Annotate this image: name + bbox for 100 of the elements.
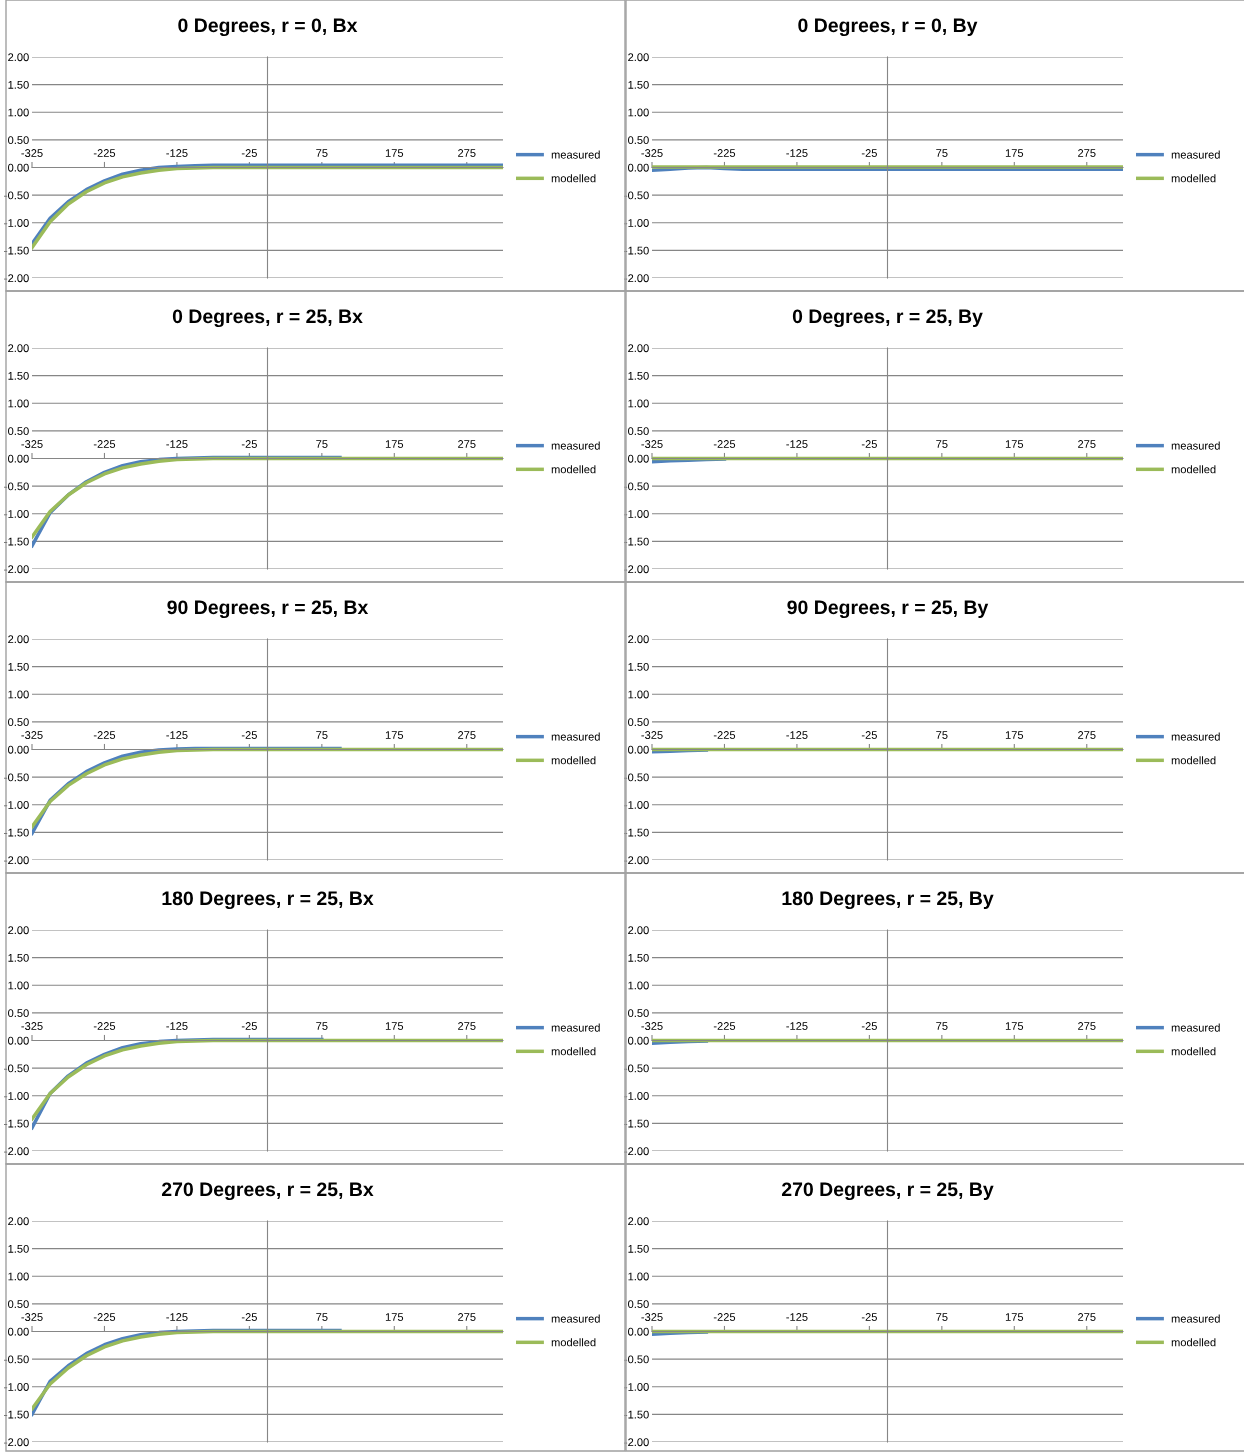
- y-tick-label: -2.00: [624, 274, 649, 283]
- y-tick-label: 0.00: [8, 163, 29, 172]
- y-tick-label: -1.00: [624, 1383, 649, 1391]
- y-tick-label: -1.00: [624, 219, 649, 227]
- legend-label: modelled: [551, 465, 596, 474]
- x-tick-label: 275: [1078, 1022, 1096, 1030]
- y-tick-label: 1.50: [8, 80, 29, 89]
- x-tick-label: 75: [316, 149, 328, 157]
- y-tick-label: 2.00: [628, 635, 649, 644]
- y-tick-label: 1.00: [628, 690, 649, 699]
- legend-label: modelled: [1171, 1338, 1216, 1347]
- x-tick-label: 175: [1005, 1022, 1024, 1030]
- x-tick-label: 175: [1005, 1313, 1024, 1321]
- chart-title: 0 Degrees, r = 25, Bx: [172, 309, 363, 328]
- y-tick-label: 0.00: [8, 454, 29, 463]
- legend-label: measured: [551, 1023, 600, 1032]
- y-tick-label: 1.50: [628, 80, 649, 89]
- x-tick-label: 175: [385, 440, 404, 448]
- x-tick-label: 275: [458, 731, 476, 739]
- y-tick-label: -1.00: [624, 1092, 649, 1100]
- y-tick-label: 1.50: [8, 371, 29, 380]
- x-tick-label: -25: [241, 1313, 257, 1321]
- x-tick-label: -325: [21, 149, 43, 157]
- y-tick-label: 0.50: [628, 1009, 649, 1018]
- y-tick-label: 0.00: [8, 1327, 29, 1336]
- x-tick-label: 175: [385, 731, 404, 739]
- x-tick-label: 275: [1078, 731, 1096, 739]
- legend-label: modelled: [1171, 174, 1216, 183]
- y-tick-label: -2.00: [624, 856, 649, 865]
- y-tick-label: -1.00: [4, 510, 29, 518]
- x-tick-label: 75: [936, 149, 948, 157]
- y-tick-label: 1.00: [8, 108, 29, 117]
- chart-title: 180 Degrees, r = 25, Bx: [162, 891, 374, 910]
- x-tick-label: -25: [861, 149, 877, 157]
- legend-label: modelled: [1171, 756, 1216, 765]
- legend-label: measured: [551, 732, 600, 741]
- y-tick-label: -0.50: [624, 191, 649, 200]
- x-tick-label: 275: [1078, 149, 1096, 157]
- y-tick-label: 1.00: [628, 108, 649, 117]
- x-tick-label: -325: [641, 731, 663, 739]
- legend-label: measured: [1171, 732, 1220, 741]
- y-tick-label: -0.50: [624, 1064, 649, 1073]
- x-tick-label: -125: [786, 1313, 808, 1321]
- x-tick-label: -25: [861, 1313, 877, 1321]
- x-tick-label: -325: [21, 440, 43, 448]
- x-tick-label: -25: [861, 440, 877, 448]
- legend-label: modelled: [551, 1338, 596, 1347]
- y-tick-label: 0.50: [8, 718, 29, 727]
- y-tick-label: -2.00: [624, 1438, 649, 1447]
- legend-label: modelled: [551, 1047, 596, 1056]
- line-series: [32, 747, 503, 829]
- y-tick-label: 1.50: [628, 953, 649, 962]
- x-tick-label: -25: [241, 440, 257, 448]
- y-tick-label: 1.50: [8, 1244, 29, 1253]
- y-tick-label: 1.50: [8, 662, 29, 671]
- y-tick-label: 0.50: [628, 427, 649, 436]
- y-tick-label: 2.00: [8, 635, 29, 644]
- y-tick-label: 2.00: [8, 53, 29, 62]
- legend-label: modelled: [1171, 1047, 1216, 1056]
- legend-label: measured: [551, 441, 600, 450]
- y-tick-label: -1.00: [4, 1092, 29, 1100]
- y-tick-label: 1.00: [628, 981, 649, 990]
- x-tick-label: -325: [21, 1022, 43, 1030]
- y-tick-label: -1.00: [624, 510, 649, 518]
- y-tick-label: -0.50: [4, 1355, 29, 1364]
- y-tick-label: 2.00: [628, 926, 649, 935]
- y-tick-label: 1.50: [628, 371, 649, 380]
- x-tick-label: -125: [166, 440, 188, 448]
- y-tick-label: -0.50: [624, 1355, 649, 1364]
- y-tick-label: 0.00: [628, 454, 649, 463]
- x-tick-label: 275: [458, 1313, 476, 1321]
- x-tick-label: 75: [936, 440, 948, 448]
- y-tick-label: -0.50: [624, 773, 649, 782]
- x-tick-label: 75: [316, 1313, 328, 1321]
- y-tick-label: 0.50: [628, 718, 649, 727]
- y-tick-label: -0.50: [4, 1064, 29, 1073]
- x-tick-label: -225: [93, 149, 116, 157]
- y-tick-label: 0.50: [628, 136, 649, 145]
- y-tick-label: -0.50: [624, 482, 649, 491]
- x-tick-label: 75: [316, 1022, 328, 1030]
- y-tick-label: -1.00: [4, 1383, 29, 1391]
- y-tick-label: -2.00: [624, 565, 649, 574]
- y-tick-label: 0.50: [628, 1300, 649, 1309]
- x-tick-label: -125: [786, 1022, 808, 1030]
- chart-title: 270 Degrees, r = 25, Bx: [161, 1182, 374, 1201]
- chart-title: 0 Degrees, r = 0, Bx: [178, 18, 358, 37]
- x-tick-label: 75: [936, 1313, 948, 1321]
- x-tick-label: -125: [166, 1313, 188, 1321]
- y-tick-label: 1.00: [628, 399, 649, 408]
- x-tick-label: -325: [641, 149, 663, 157]
- y-tick-label: -2.00: [4, 274, 29, 283]
- x-tick-label: -225: [713, 731, 736, 739]
- x-tick-label: -225: [713, 1022, 736, 1030]
- x-tick-label: -25: [241, 149, 257, 157]
- x-tick-label: -325: [21, 1313, 43, 1321]
- legend-label: measured: [551, 150, 600, 159]
- x-tick-label: 275: [458, 440, 476, 448]
- x-tick-label: 175: [1005, 149, 1024, 157]
- chart-title: 0 Degrees, r = 25, By: [792, 309, 983, 328]
- y-tick-label: 2.00: [628, 344, 649, 353]
